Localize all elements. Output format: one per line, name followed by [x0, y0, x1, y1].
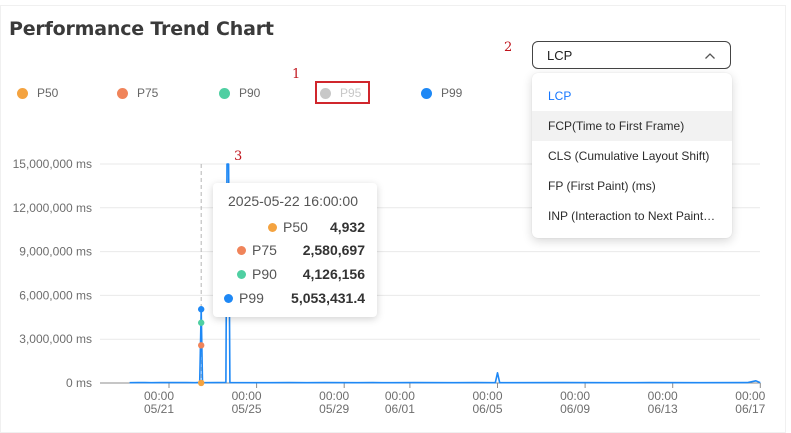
- x-tick-time-label: 00:00: [232, 389, 262, 403]
- tooltip-dot-p75: [237, 246, 246, 255]
- series-line-p99: [129, 163, 761, 384]
- legend-label-p90: P90: [239, 86, 261, 100]
- annotation-marker-3: 3: [234, 149, 243, 164]
- x-tick-time-label: 00:00: [385, 389, 415, 403]
- metric-dropdown-menu: LCP FCP(Time to First Frame) CLS (Cumula…: [532, 73, 732, 238]
- x-tick-time-label: 00:00: [735, 389, 765, 403]
- y-tick-label: 15,000,000 ms: [13, 157, 92, 171]
- legend-label-p95: P95: [340, 86, 362, 100]
- tooltip-name-p75: P75: [252, 242, 277, 258]
- metric-option-lcp[interactable]: LCP: [548, 89, 572, 103]
- hover-points: [197, 306, 205, 387]
- y-tick-label: 3,000,000 ms: [19, 332, 92, 346]
- x-tick-date-label: 05/21: [144, 402, 174, 416]
- x-tick-date-label: 06/13: [648, 402, 678, 416]
- tooltip-name-p90: P90: [252, 266, 277, 282]
- x-tick-date-label: 06/01: [385, 402, 415, 416]
- tooltip-dot-p90: [237, 270, 246, 279]
- x-tick-date-label: 05/25: [232, 402, 262, 416]
- chevron-up-icon: [705, 53, 715, 59]
- tooltip-name-p50: P50: [283, 219, 308, 235]
- tooltip-row-p99: P99 5,053,431.4: [213, 290, 377, 308]
- metric-option-inp[interactable]: INP (Interaction to Next Paint…: [548, 209, 716, 223]
- y-tick-label: 6,000,000 ms: [19, 288, 92, 302]
- x-tick-time-label: 00:00: [648, 389, 678, 403]
- x-tick-date-label: 05/29: [319, 402, 349, 416]
- x-tick-date-label: 06/17: [735, 402, 765, 416]
- x-tick-time-label: 00:00: [144, 389, 174, 403]
- tooltip-row-p90: P90 4,126,156: [213, 266, 377, 284]
- x-axis: 00:0005/2100:0005/2500:0005/2900:0006/01…: [100, 382, 766, 416]
- tooltip-row-p75: P75 2,580,697: [213, 242, 377, 260]
- tooltip-name-p99: P99: [239, 290, 264, 306]
- hover-point-p75: [197, 342, 205, 349]
- legend-dot-p50: [17, 88, 28, 99]
- metric-option-cls[interactable]: CLS (Cumulative Layout Shift): [548, 149, 710, 163]
- tooltip-title: 2025-05-22 16:00:00: [228, 193, 358, 209]
- y-tick-label: 9,000,000 ms: [19, 245, 92, 259]
- legend-dot-p90: [219, 88, 230, 99]
- tooltip-value-p99: 5,053,431.4: [291, 290, 365, 306]
- legend-dot-p75: [117, 88, 128, 99]
- y-tick-label: 0 ms: [66, 376, 92, 390]
- x-tick-time-label: 00:00: [560, 389, 590, 403]
- tooltip-dot-p50: [268, 223, 277, 232]
- metric-select-value: LCP: [547, 48, 573, 63]
- x-tick-date-label: 06/09: [560, 402, 590, 416]
- legend-label-p99: P99: [441, 86, 463, 100]
- y-axis: 0 ms 3,000,000 ms 6,000,000 ms 9,000,000 ms…: [13, 157, 92, 390]
- x-tick-time-label: 00:00: [472, 389, 502, 403]
- hover-point-p90: [197, 319, 205, 326]
- chart-tooltip: 2025-05-22 16:00:00 P50 4,932 P75 2,580,…: [213, 183, 377, 317]
- chart-series: [129, 163, 761, 384]
- x-tick-date-label: 06/05: [472, 402, 502, 416]
- metric-select[interactable]: LCP: [532, 41, 731, 69]
- legend-label-p50: P50: [37, 86, 59, 100]
- tooltip-value-p50: 4,932: [329, 219, 365, 235]
- annotation-marker-2: 2: [504, 40, 513, 55]
- tooltip-value-p90: 4,126,156: [302, 266, 365, 282]
- tooltip-dot-p99: [224, 294, 233, 303]
- hover-point-p99: [197, 306, 205, 313]
- highlight-box-p95: [315, 81, 370, 104]
- legend-dot-p99: [421, 88, 432, 99]
- metric-option-fcp[interactable]: FCP(Time to First Frame): [532, 111, 732, 141]
- tooltip-row-p50: P50 4,932: [213, 219, 377, 237]
- legend-dot-p95: [320, 88, 331, 99]
- legend-label-p75: P75: [137, 86, 159, 100]
- metric-option-fp[interactable]: FP (First Paint) (ms): [548, 179, 656, 193]
- page-title: Performance Trend Chart: [9, 18, 274, 40]
- hover-point-p50: [197, 379, 205, 387]
- y-tick-label: 12,000,000 ms: [13, 201, 92, 215]
- tooltip-value-p75: 2,580,697: [302, 242, 365, 258]
- x-tick-time-label: 00:00: [319, 389, 349, 403]
- annotation-marker-1: 1: [292, 67, 301, 82]
